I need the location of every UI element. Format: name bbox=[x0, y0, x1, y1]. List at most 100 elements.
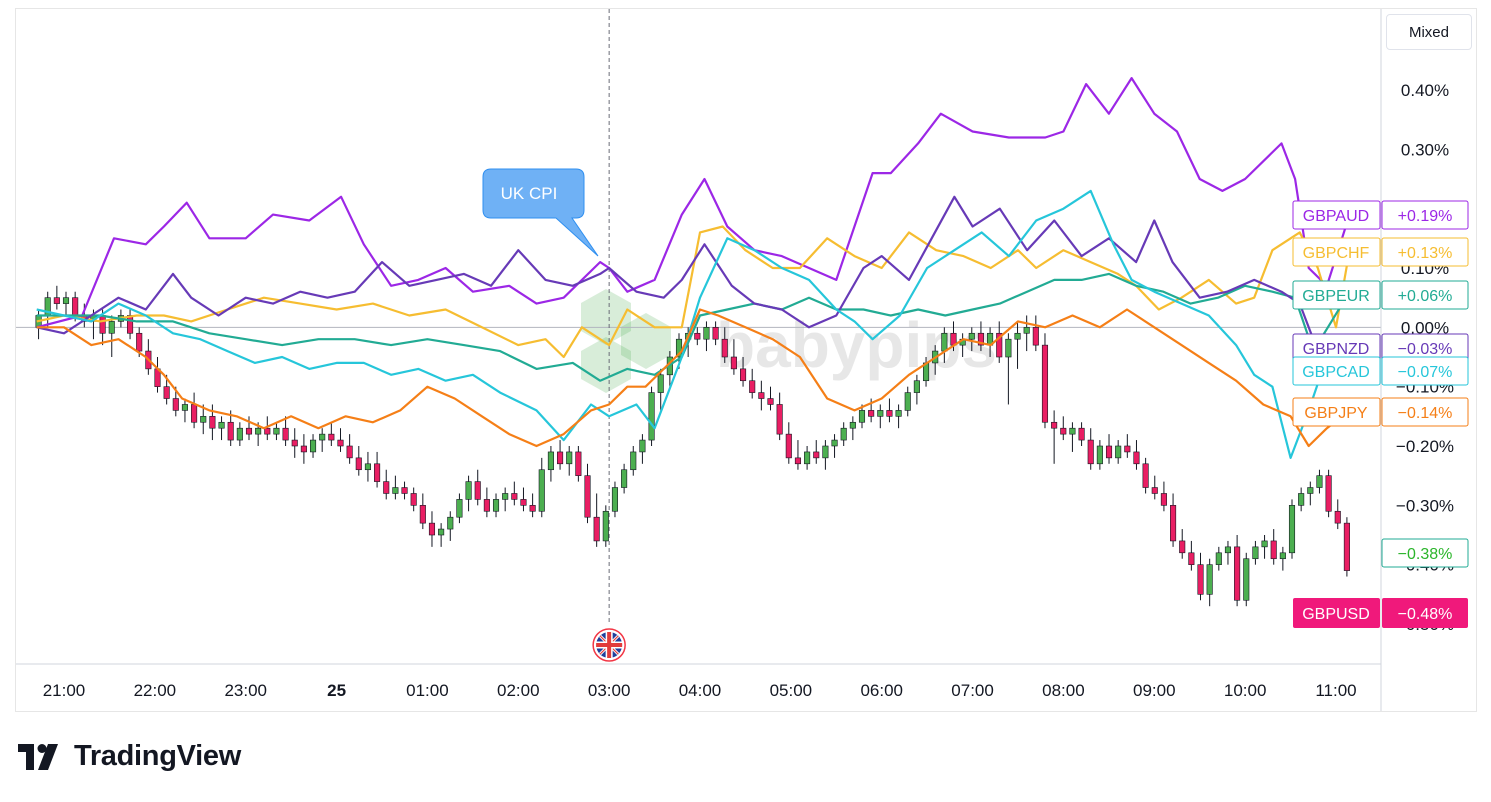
candle-body bbox=[1124, 445, 1131, 453]
callout-label: UK CPI bbox=[501, 184, 558, 203]
candle-body bbox=[1316, 475, 1323, 488]
tradingview-logo[interactable]: TradingView bbox=[18, 740, 241, 773]
x-tick-label: 06:00 bbox=[860, 681, 903, 700]
candle bbox=[886, 398, 893, 423]
candle bbox=[1014, 321, 1021, 369]
candle bbox=[492, 493, 500, 518]
candle-body bbox=[977, 332, 984, 346]
candle-body bbox=[941, 332, 948, 352]
candle bbox=[785, 422, 792, 464]
series-name-tag bbox=[1292, 356, 1381, 386]
candle-body bbox=[483, 499, 490, 512]
candle-body bbox=[1215, 552, 1222, 565]
candle-body bbox=[749, 380, 756, 393]
series-value-label: +0.06% bbox=[1398, 288, 1453, 305]
candle bbox=[1325, 469, 1332, 518]
candle bbox=[1279, 546, 1286, 571]
candle-body bbox=[694, 332, 701, 340]
candle bbox=[1060, 416, 1067, 441]
candle-body bbox=[1051, 421, 1058, 429]
candle bbox=[575, 446, 582, 482]
candle bbox=[758, 380, 765, 411]
uk-flag-icon bbox=[592, 628, 626, 662]
candle-body bbox=[557, 451, 564, 465]
candle bbox=[1197, 552, 1204, 601]
y-tick-label: 0.00% bbox=[1401, 318, 1449, 337]
series-line-gbpaud bbox=[36, 77, 1351, 329]
y-tick-label: −0.30% bbox=[1396, 496, 1454, 515]
candle bbox=[419, 493, 426, 530]
candle-body bbox=[1307, 487, 1314, 494]
candle-body bbox=[968, 332, 975, 340]
candle-body bbox=[767, 398, 774, 405]
candle bbox=[465, 475, 472, 512]
candle bbox=[913, 374, 920, 405]
x-tick-label: 25 bbox=[327, 681, 346, 700]
series-value-label: −0.03% bbox=[1398, 341, 1453, 358]
series-line-gbpcad bbox=[36, 189, 1351, 459]
candle-body bbox=[492, 499, 500, 512]
candle-body bbox=[602, 510, 609, 542]
candle bbox=[291, 428, 298, 458]
candle bbox=[1307, 481, 1314, 506]
candle-body bbox=[127, 315, 134, 334]
candle-body bbox=[804, 451, 811, 465]
candle-body bbox=[273, 427, 280, 435]
candle bbox=[502, 487, 509, 512]
candle-body bbox=[1078, 427, 1085, 441]
candle bbox=[1133, 440, 1140, 470]
candle-body bbox=[1334, 510, 1341, 524]
candle-body bbox=[1096, 445, 1103, 465]
candle bbox=[1206, 558, 1213, 607]
candle bbox=[657, 368, 664, 411]
candle bbox=[383, 469, 390, 500]
candle-body bbox=[1261, 540, 1268, 548]
candle-body bbox=[575, 451, 582, 476]
candle-body bbox=[1243, 558, 1250, 601]
candle bbox=[694, 327, 701, 346]
candle-body bbox=[1279, 552, 1286, 560]
x-tick-label: 21:00 bbox=[43, 681, 86, 700]
candle-body bbox=[355, 457, 362, 471]
candle-body bbox=[895, 410, 902, 417]
chart-area[interactable]: babypips 0.40% 0.30% 0.10% 0.00% −0.10% −0.20… bbox=[15, 8, 1477, 712]
series-lines bbox=[36, 77, 1351, 459]
candle-body bbox=[53, 297, 60, 304]
chart-canvas[interactable]: babypips 0.40%0.30%0.10%0.00%−0.10%−0.20… bbox=[16, 9, 1476, 711]
candle-body bbox=[520, 499, 527, 506]
x-tick-label: 04:00 bbox=[679, 681, 722, 700]
series-value-label: −0.14% bbox=[1398, 405, 1453, 422]
candle bbox=[428, 511, 436, 547]
candle bbox=[904, 386, 911, 417]
candle-body bbox=[236, 427, 243, 441]
candle-body bbox=[163, 386, 170, 399]
candle bbox=[977, 321, 984, 352]
candle-body bbox=[1115, 445, 1122, 459]
candle-body bbox=[1170, 505, 1177, 542]
candle-body bbox=[410, 493, 417, 506]
uk-cpi-callout: UK CPI bbox=[482, 168, 599, 257]
candle bbox=[1224, 540, 1232, 565]
candle bbox=[1334, 499, 1341, 530]
candle-body bbox=[1288, 505, 1296, 554]
candle-body bbox=[1032, 327, 1039, 346]
candle-body bbox=[428, 522, 436, 536]
watermark-cube bbox=[581, 289, 631, 345]
candle bbox=[557, 440, 564, 470]
candle bbox=[264, 416, 271, 441]
candle bbox=[593, 493, 600, 547]
x-tick-label: 01:00 bbox=[406, 681, 449, 700]
candle-body bbox=[438, 528, 445, 536]
candle bbox=[794, 440, 801, 470]
series-name-label: GBPAUD bbox=[1303, 208, 1369, 225]
candle bbox=[62, 291, 70, 316]
candle bbox=[1105, 434, 1113, 464]
candle-body bbox=[218, 421, 225, 429]
x-tick-label: 05:00 bbox=[770, 681, 813, 700]
candle bbox=[245, 416, 253, 441]
candle bbox=[858, 404, 866, 429]
scale-mode-button[interactable]: Mixed bbox=[1386, 14, 1472, 50]
candle bbox=[355, 446, 362, 476]
candle-body bbox=[703, 327, 710, 340]
candle bbox=[392, 475, 399, 500]
